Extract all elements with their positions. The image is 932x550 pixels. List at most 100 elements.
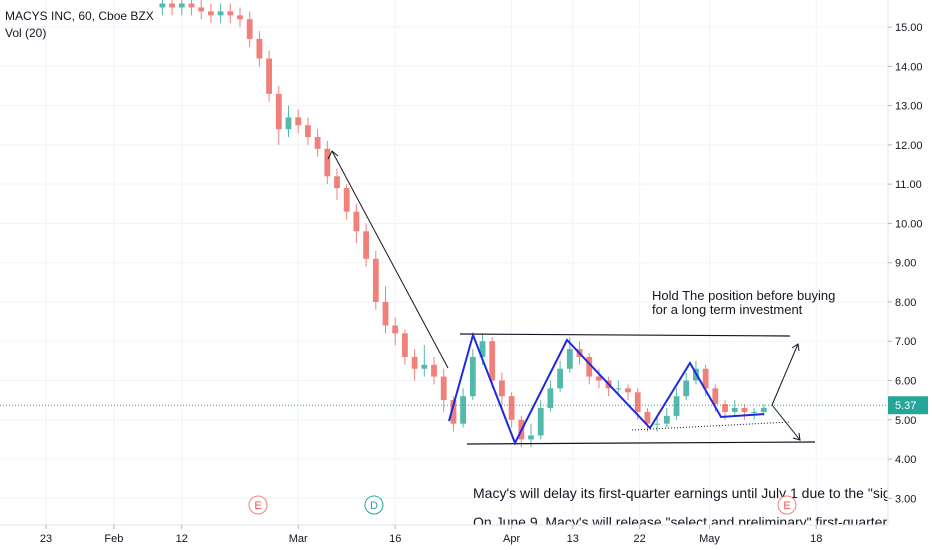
arrow-head bbox=[792, 432, 801, 441]
candle-body bbox=[178, 3, 185, 8]
candle-body bbox=[382, 301, 389, 326]
arrow-head bbox=[327, 150, 339, 160]
candle-body bbox=[421, 364, 428, 369]
x-tick-label: 23 bbox=[40, 533, 52, 545]
last-price-label: 5.37 bbox=[895, 400, 916, 412]
candle-body bbox=[392, 325, 399, 334]
candle-body bbox=[266, 58, 273, 94]
candle-body bbox=[217, 11, 224, 16]
channel-top bbox=[459, 333, 791, 337]
event-badge[interactable] bbox=[777, 495, 797, 515]
candle-body bbox=[188, 3, 195, 8]
candle-body bbox=[625, 388, 631, 393]
annotation: Hold The position before buying bbox=[652, 288, 835, 303]
y-tick-label: 10.00 bbox=[895, 218, 923, 230]
event-label: D bbox=[370, 500, 378, 512]
down-arrow bbox=[771, 404, 801, 441]
candle-body bbox=[256, 38, 263, 59]
y-tick-label: 7.00 bbox=[895, 336, 916, 348]
candle-body bbox=[741, 407, 748, 412]
grid bbox=[0, 0, 888, 525]
candle-body bbox=[673, 396, 680, 416]
x-tick-label: 18 bbox=[810, 533, 822, 545]
y-tick-label: 4.00 bbox=[895, 454, 916, 466]
candle-body bbox=[304, 125, 311, 138]
y-tick-label: 15.00 bbox=[895, 22, 923, 34]
candle-body bbox=[722, 404, 728, 412]
event-label: E bbox=[783, 500, 790, 512]
candle-body bbox=[712, 388, 719, 405]
x-tick-label: Feb bbox=[104, 533, 123, 545]
candle-body bbox=[654, 423, 661, 425]
candle-body bbox=[663, 415, 670, 424]
y-tick-label: 14.00 bbox=[895, 61, 923, 73]
candle-body bbox=[295, 117, 302, 126]
up-arrow bbox=[771, 343, 799, 406]
candles bbox=[0, 0, 888, 448]
x-tick-label: 12 bbox=[176, 533, 188, 545]
arrow-head bbox=[791, 343, 800, 352]
x-tick-label: Apr bbox=[503, 533, 520, 545]
candle-body bbox=[615, 388, 622, 390]
candle-body bbox=[634, 392, 641, 412]
candle-body bbox=[683, 380, 690, 397]
candle-body bbox=[314, 137, 321, 149]
candle-body bbox=[566, 349, 573, 369]
candle-body bbox=[731, 407, 738, 412]
candle-body bbox=[198, 7, 205, 12]
x-tick-label: 22 bbox=[634, 533, 646, 545]
candle-body bbox=[547, 388, 554, 408]
candle-body bbox=[207, 11, 214, 16]
candle-body bbox=[353, 211, 360, 232]
candle-body bbox=[557, 368, 564, 389]
y-tick-label: 13.00 bbox=[895, 101, 923, 113]
candle-body bbox=[237, 15, 243, 20]
candle-body bbox=[528, 435, 534, 440]
news-line: Macy's will delay its first-quarter earn… bbox=[473, 485, 931, 501]
candle-body bbox=[411, 356, 418, 369]
drawings bbox=[327, 150, 816, 446]
event-badge[interactable] bbox=[364, 495, 384, 515]
candle-body bbox=[440, 376, 447, 401]
candle-body bbox=[479, 341, 486, 357]
candle-body bbox=[450, 400, 457, 424]
x-tick-label: 13 bbox=[567, 533, 579, 545]
candle-body bbox=[227, 11, 234, 16]
y-tick-label: 5.00 bbox=[895, 415, 916, 427]
candle-body bbox=[751, 411, 758, 413]
candle-body bbox=[702, 368, 709, 389]
axes: 3.00 4.00 5.00 6.00 7.00 8.00 9.00 10.00 11.00 12… bbox=[40, 22, 928, 545]
indicator-label: Vol (20) bbox=[5, 26, 46, 40]
candle-body bbox=[586, 356, 593, 377]
candle-body bbox=[401, 333, 408, 357]
candle-body bbox=[460, 396, 467, 424]
y-tick-label: 6.00 bbox=[895, 375, 916, 387]
x-tick-label: 16 bbox=[389, 533, 401, 545]
dotted-support bbox=[631, 421, 791, 431]
annotation: for a long term investment bbox=[652, 302, 803, 317]
event-badge[interactable] bbox=[248, 495, 268, 515]
y-tick-label: 3.00 bbox=[895, 493, 916, 505]
candle-body bbox=[431, 364, 437, 377]
candle-body bbox=[246, 19, 253, 39]
y-tick-label: 8.00 bbox=[895, 297, 916, 309]
price-axis-bg bbox=[888, 0, 932, 550]
x-tick-label: Mar bbox=[289, 533, 308, 545]
chart-title: MACYS INC, 60, Cboe BZX bbox=[5, 9, 154, 23]
candle-body bbox=[489, 341, 496, 381]
news-line: On June 9, Macy's will release "select a… bbox=[473, 514, 932, 530]
y-tick-label: 11.00 bbox=[895, 179, 922, 191]
candle-body bbox=[334, 176, 340, 189]
y-tick-label: 12.00 bbox=[895, 140, 923, 152]
event-badges: E D E bbox=[248, 495, 797, 515]
candle-body bbox=[169, 3, 176, 8]
x-tick-label: May bbox=[699, 533, 720, 545]
news-layer: Macy's will delay its first-quarter earn… bbox=[473, 485, 932, 530]
candle-body bbox=[644, 411, 651, 424]
last-price-box bbox=[888, 396, 928, 415]
candle-body bbox=[324, 148, 331, 177]
y-tick-label: 9.00 bbox=[895, 258, 916, 270]
trend-arrow bbox=[331, 150, 449, 369]
